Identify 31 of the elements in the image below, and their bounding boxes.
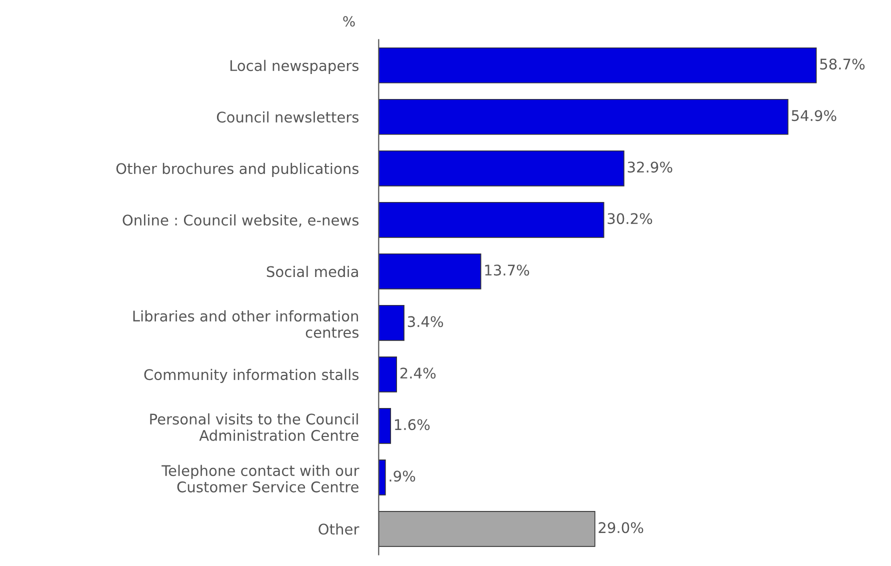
y-tick-label: Other (318, 523, 360, 535)
y-tick-label: Council newsletters (216, 111, 359, 123)
bar (378, 356, 397, 392)
y-tick-label: Personal visits to the Council Administration Centre (150, 413, 358, 441)
y-tick-label: Other brochures and publications (116, 162, 359, 177)
data-label: .9% (390, 470, 416, 482)
data-label: 2.4% (400, 368, 436, 379)
bar (378, 459, 386, 496)
y-tick-label: Community information stalls (144, 368, 359, 383)
data-label: 29.0% (598, 522, 644, 534)
y-tick-label: Telephone contact with our Customer Service Centre (162, 464, 360, 492)
data-label: 30.2% (608, 213, 652, 224)
y-tick-label: Libraries and other information centres (133, 310, 359, 338)
bar (378, 98, 788, 135)
bar (378, 47, 817, 84)
bar (378, 304, 404, 341)
data-label: 13.7% (485, 264, 530, 276)
data-label: 1.6% (394, 419, 430, 430)
data-label: 54.9% (792, 110, 836, 122)
data-label: 3.4% (408, 316, 444, 328)
y-tick-label: Online : Council website, e-news (122, 214, 359, 228)
y-axis-title: % (343, 16, 355, 27)
bar (378, 510, 596, 547)
y-tick-label: Social media (266, 266, 358, 278)
bar (378, 253, 482, 290)
y-tick-label: Local newspapers (230, 60, 359, 74)
bar (378, 202, 604, 238)
bar (378, 150, 624, 186)
data-label: 32.9% (628, 162, 672, 173)
data-label: 58.7% (820, 58, 865, 70)
bar (378, 408, 392, 444)
